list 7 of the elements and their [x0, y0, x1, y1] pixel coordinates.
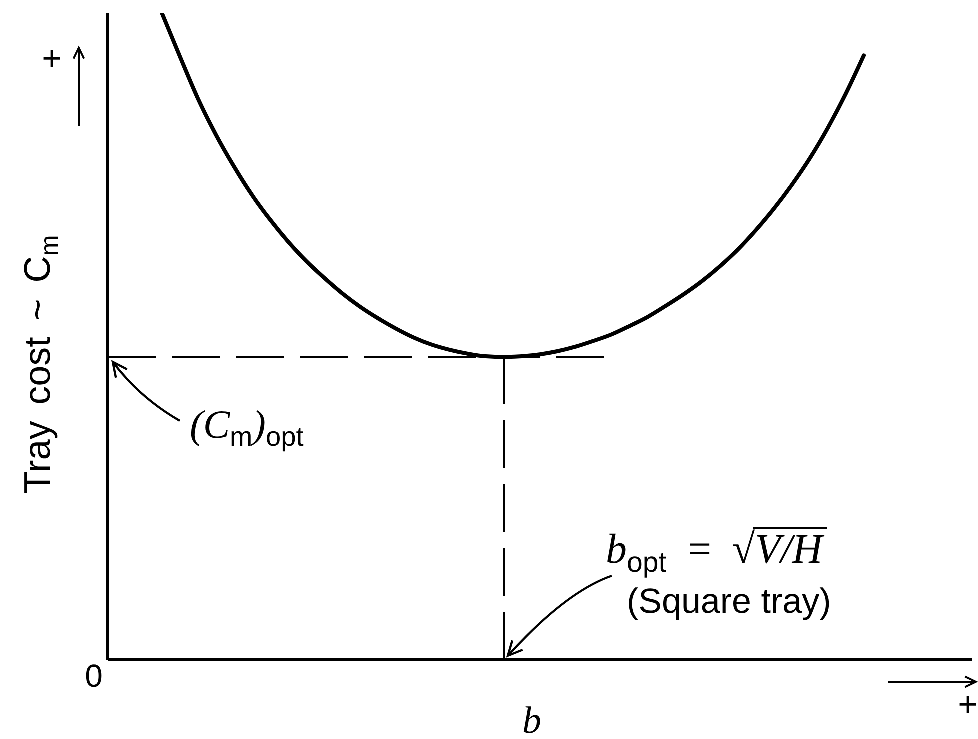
annotation: b$_{opt}$ = √V/H	[606, 527, 826, 579]
text: +	[42, 40, 62, 78]
annotation: (Square tray)	[627, 582, 832, 621]
annotation: (C$_{m}$)$_{opt}$	[190, 402, 304, 452]
text: +	[958, 686, 978, 724]
text: 0	[85, 658, 103, 694]
x-axis-title: b	[522, 700, 542, 739]
